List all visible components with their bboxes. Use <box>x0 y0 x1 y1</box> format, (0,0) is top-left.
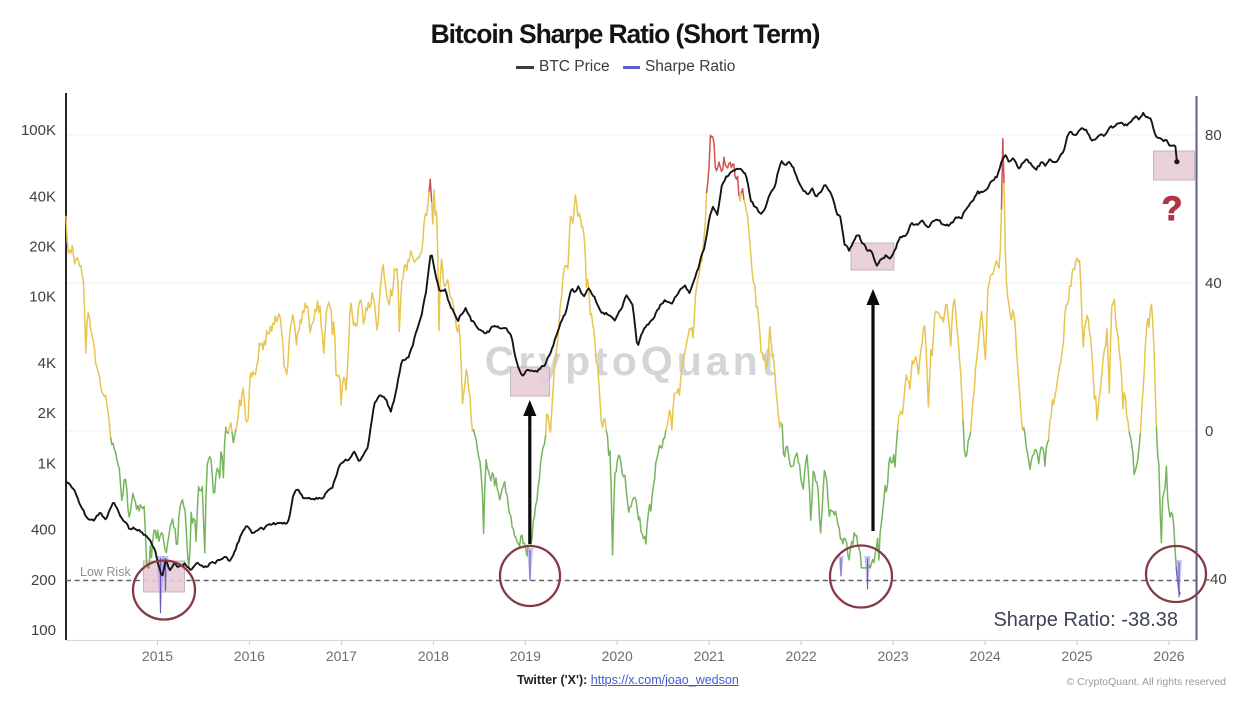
svg-text:400: 400 <box>31 522 56 539</box>
svg-text:2022: 2022 <box>786 648 817 664</box>
svg-text:4K: 4K <box>38 355 56 372</box>
svg-text:2017: 2017 <box>326 648 357 664</box>
svg-text:2026: 2026 <box>1153 648 1184 664</box>
svg-text:2024: 2024 <box>970 648 1001 664</box>
svg-text:2018: 2018 <box>418 648 449 664</box>
svg-text:Low Risk: Low Risk <box>80 565 131 579</box>
svg-text:-40: -40 <box>1205 571 1227 588</box>
svg-text:100: 100 <box>31 622 56 639</box>
svg-text:?: ? <box>1162 190 1183 228</box>
svg-text:1K: 1K <box>38 455 56 472</box>
svg-text:200: 200 <box>31 572 56 589</box>
svg-text:2021: 2021 <box>694 648 725 664</box>
svg-text:2023: 2023 <box>878 648 909 664</box>
svg-text:2015: 2015 <box>142 648 173 664</box>
svg-text:20K: 20K <box>29 239 56 256</box>
svg-text:0: 0 <box>1205 423 1213 440</box>
svg-text:2016: 2016 <box>234 648 265 664</box>
svg-text:100K: 100K <box>21 122 56 139</box>
svg-text:80: 80 <box>1205 127 1222 144</box>
svg-text:40K: 40K <box>29 188 56 205</box>
svg-text:2020: 2020 <box>602 648 633 664</box>
svg-text:40: 40 <box>1205 275 1222 292</box>
svg-text:2K: 2K <box>38 405 56 422</box>
svg-text:2019: 2019 <box>510 648 541 664</box>
svg-text:2025: 2025 <box>1061 648 1092 664</box>
svg-text:10K: 10K <box>29 289 56 306</box>
